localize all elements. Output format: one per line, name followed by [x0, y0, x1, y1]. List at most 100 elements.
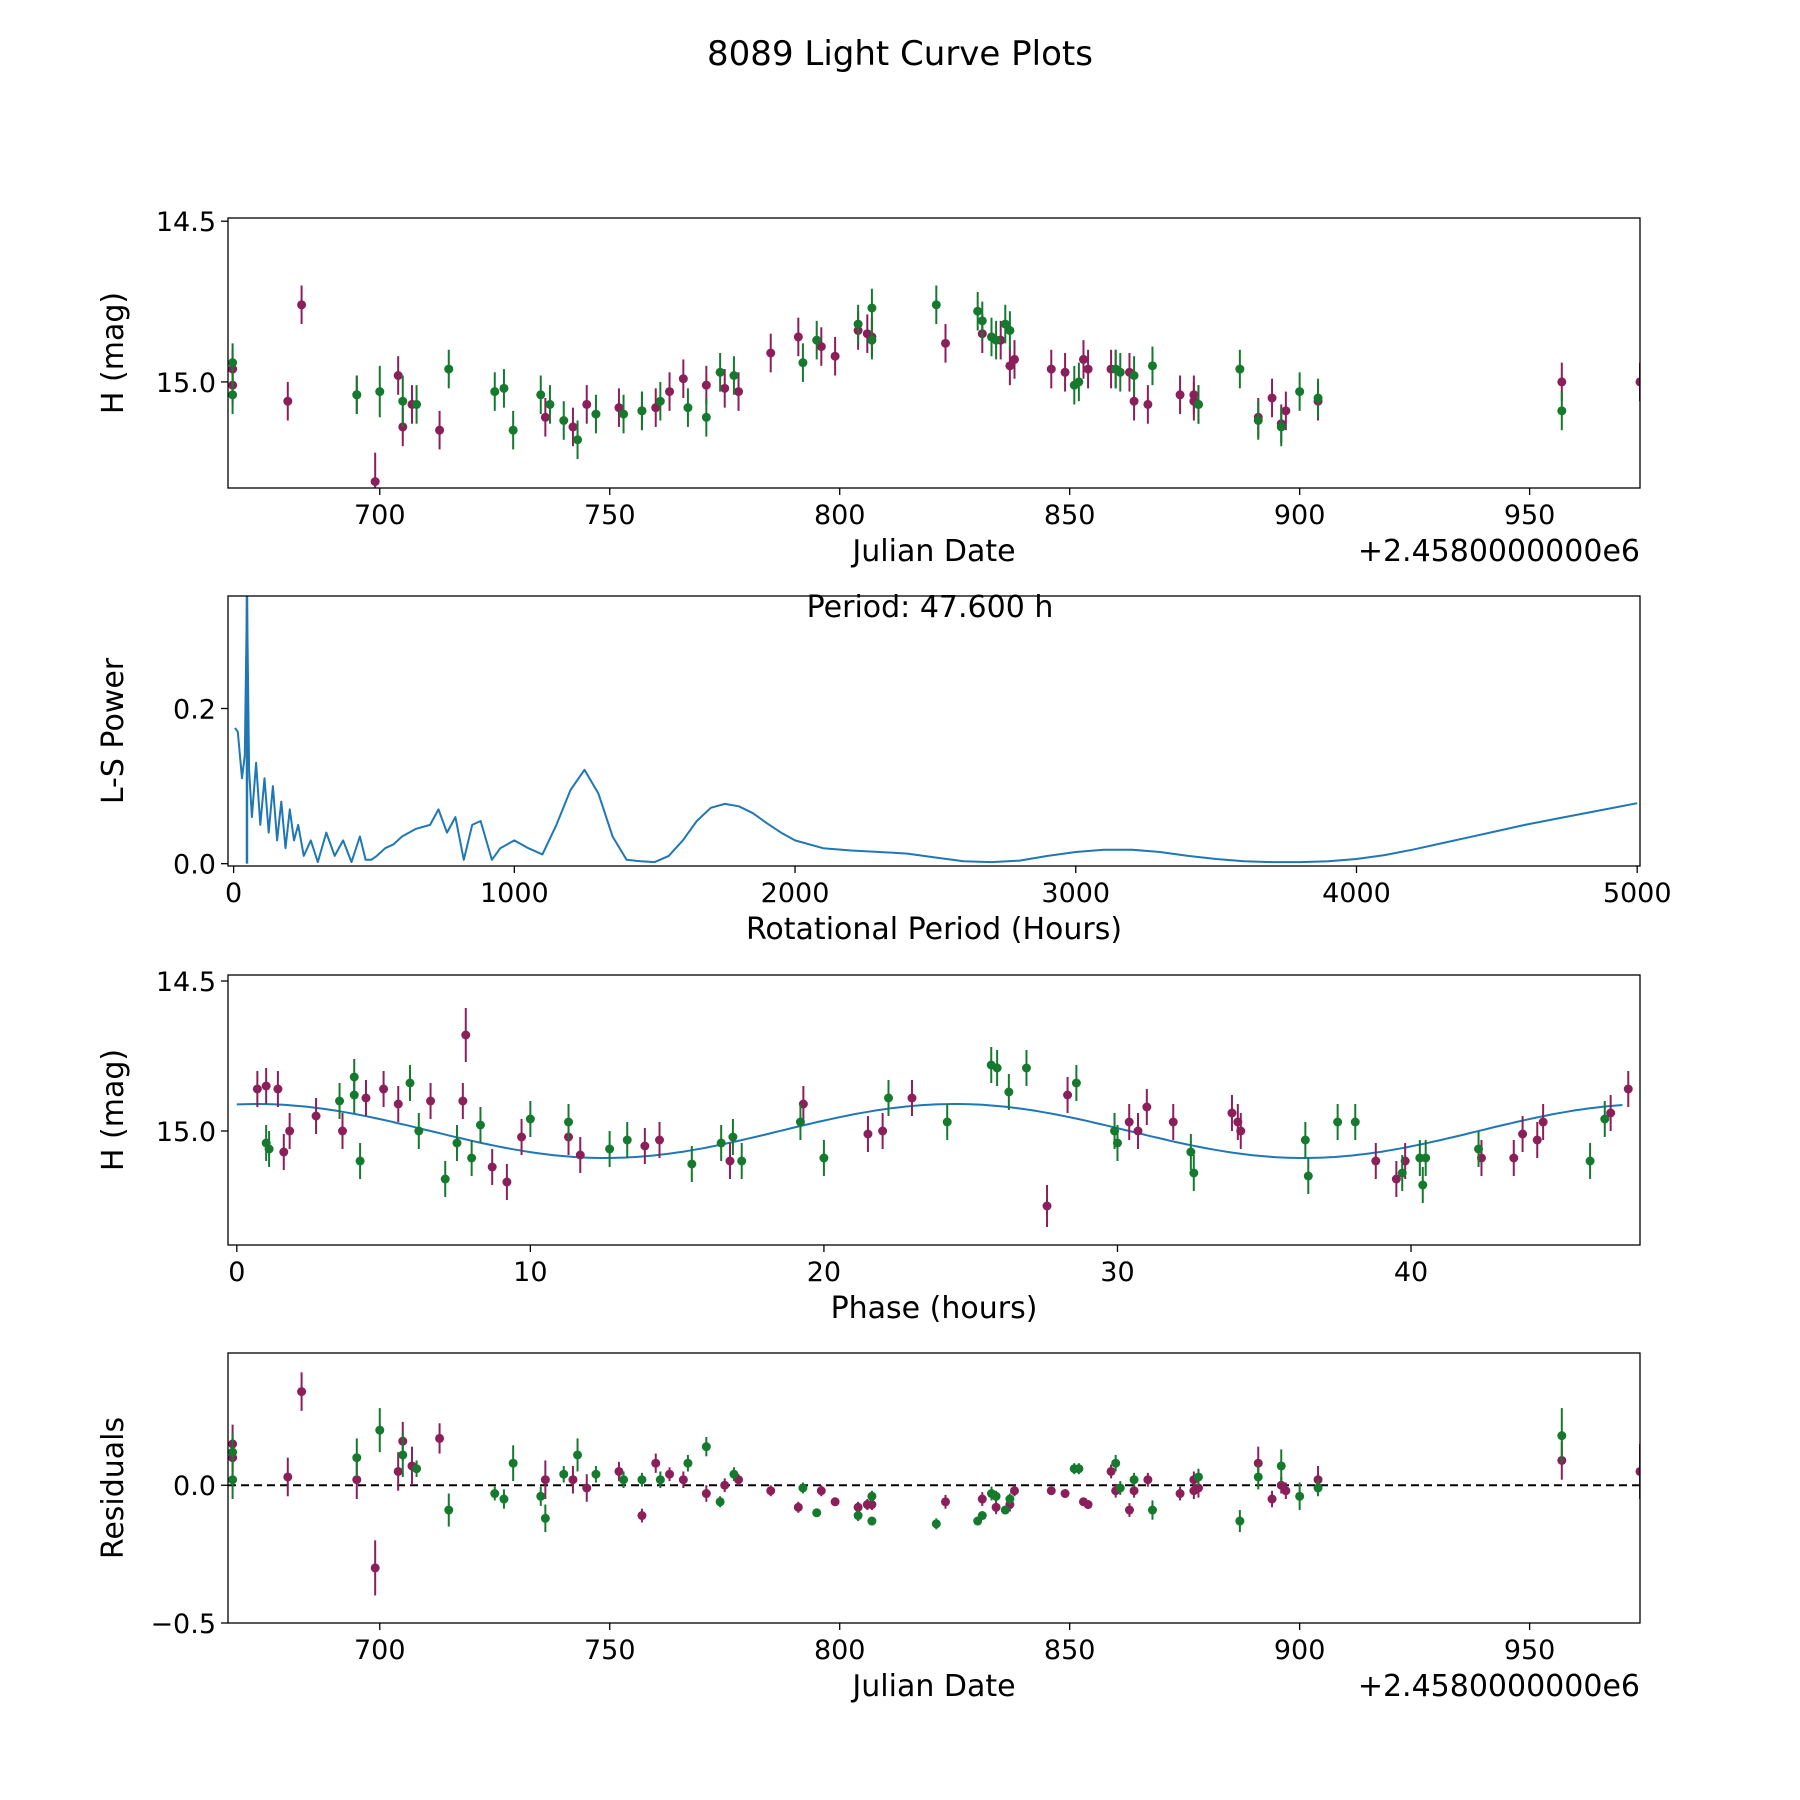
data-point [1000, 1505, 1010, 1515]
x-tick-label: 950 [1504, 500, 1556, 531]
data-point [1124, 1505, 1134, 1515]
y-tick-label: 0.2 [173, 695, 216, 726]
data-point [1557, 406, 1567, 416]
data-point [812, 1508, 822, 1518]
data-point [977, 316, 987, 326]
x-tick-label: 900 [1274, 1635, 1326, 1666]
periodogram-xlabel: Rotational Period (Hours) [746, 912, 1122, 947]
data-point [499, 1494, 509, 1504]
data-point [1060, 1489, 1070, 1499]
data-point [1227, 1108, 1237, 1118]
data-point [440, 1174, 450, 1184]
data-point [1074, 1464, 1084, 1474]
data-point [1005, 361, 1015, 371]
residuals-panel: 700 750 800 850 900 950 0.0 −0.5 Julian Date Re… [96, 1352, 1641, 1704]
data-point [1623, 1084, 1633, 1094]
data-point [737, 1156, 747, 1166]
data-point [1281, 1486, 1291, 1496]
data-point [435, 1433, 445, 1443]
data-point [559, 1469, 569, 1479]
data-point [701, 380, 711, 390]
data-point [1538, 1117, 1548, 1127]
data-point [1397, 1168, 1407, 1178]
data-point [795, 1117, 805, 1127]
data-point [867, 1516, 877, 1526]
data-point [261, 1081, 271, 1091]
data-point [940, 1497, 950, 1507]
data-point [665, 387, 675, 397]
data-point [798, 358, 808, 368]
data-point [1350, 1117, 1360, 1127]
data-point [1635, 1466, 1640, 1476]
data-point [228, 358, 238, 368]
phased-curve-ylabel: H (mag) [96, 1049, 131, 1171]
data-point [461, 1030, 471, 1040]
data-point [1186, 1147, 1196, 1157]
data-point [973, 306, 983, 316]
data-point [867, 335, 877, 345]
data-point [867, 303, 877, 313]
light-curve-ticks: 700 750 800 850 900 950 15.0 14.5 [156, 207, 1556, 531]
data-point [540, 1475, 550, 1485]
data-point [1253, 1472, 1263, 1482]
data-point [683, 403, 693, 413]
data-point [564, 1117, 574, 1127]
residuals-ticks: 700 750 800 850 900 950 0.0 −0.5 [150, 1471, 1555, 1666]
y-tick-label: 0.0 [173, 850, 216, 881]
data-point [1189, 1168, 1199, 1178]
data-point [991, 335, 1001, 345]
data-point [1313, 393, 1323, 403]
data-point [1333, 1117, 1343, 1127]
data-point [452, 1138, 462, 1148]
data-point [297, 1387, 307, 1397]
data-point [412, 1464, 422, 1474]
data-point [991, 1502, 1001, 1512]
data-point [361, 1093, 371, 1103]
data-point [1147, 361, 1157, 371]
data-point [370, 477, 380, 487]
data-point [853, 1502, 863, 1512]
data-point [715, 1497, 725, 1507]
data-point [863, 1129, 873, 1139]
data-point [637, 1475, 647, 1485]
x-tick-label: 1000 [480, 878, 549, 909]
data-point [279, 1147, 289, 1157]
data-point [720, 383, 730, 393]
data-point [1000, 319, 1010, 329]
data-point [412, 399, 422, 409]
residuals-ylabel: Residuals [96, 1417, 131, 1559]
data-point [720, 1480, 730, 1490]
data-point [264, 1144, 274, 1154]
data-point [1046, 364, 1056, 374]
data-point [545, 399, 555, 409]
periodogram-marks [234, 596, 1638, 864]
data-point [819, 1153, 829, 1163]
y-tick-label: 14.5 [156, 967, 216, 998]
data-point [1124, 1117, 1134, 1127]
data-point [977, 1494, 987, 1504]
x-tick-label: 750 [584, 1635, 636, 1666]
data-point [379, 1084, 389, 1094]
data-point [568, 1475, 578, 1485]
x-tick-label: 700 [354, 500, 406, 531]
x-tick-label: 800 [814, 1635, 866, 1666]
data-point [798, 1483, 808, 1493]
data-point [1300, 1135, 1310, 1145]
data-point [1532, 1135, 1542, 1145]
data-point [1175, 390, 1185, 400]
fit-curve [236, 1103, 1623, 1159]
data-point [1391, 1174, 1401, 1184]
periodogram-panel: 0 1000 2000 3000 4000 5000 0.0 0.2 Period: 47.6… [96, 590, 1672, 947]
data-point [678, 1475, 688, 1485]
data-point [1585, 1156, 1595, 1166]
data-point [444, 364, 454, 374]
data-point [283, 396, 293, 406]
data-point [1253, 1458, 1263, 1468]
data-point [352, 390, 362, 400]
data-point [687, 1159, 697, 1169]
residuals-marks [228, 1372, 1640, 1596]
data-point [1115, 367, 1125, 377]
data-point [1129, 371, 1139, 380]
data-point [1371, 1156, 1381, 1166]
data-point [1005, 1494, 1015, 1504]
